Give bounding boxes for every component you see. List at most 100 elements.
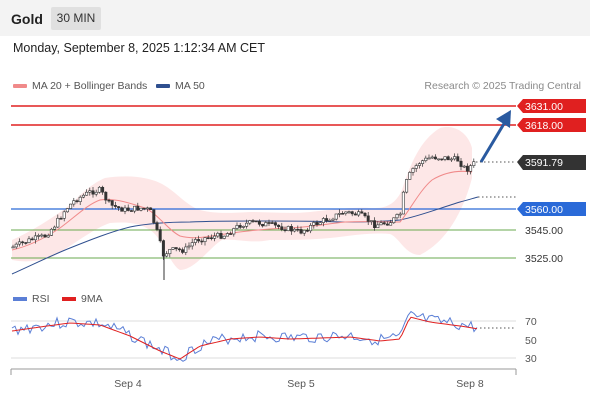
candle-body	[184, 246, 188, 253]
candle-body	[408, 172, 412, 180]
tag-pivot: 3560.00	[517, 202, 586, 216]
ma20-line	[11, 170, 473, 251]
candle-body	[459, 160, 463, 167]
candle-body	[190, 242, 194, 247]
candle-body	[203, 237, 207, 242]
candle-body	[238, 225, 242, 228]
candle-body	[337, 213, 341, 215]
support1-label: 3545.00	[525, 225, 563, 237]
candle-body	[264, 222, 268, 227]
candle-body	[81, 194, 85, 198]
candle-body	[72, 200, 76, 205]
candle-body	[427, 157, 431, 160]
candle-body	[389, 222, 393, 226]
candle-body	[382, 222, 386, 225]
rsi-line	[11, 310, 478, 362]
candle-body	[37, 235, 41, 237]
candle-body	[152, 209, 156, 223]
candle-body	[126, 207, 130, 211]
candle-body	[197, 239, 201, 242]
candle-body	[120, 207, 124, 212]
candle-body	[366, 215, 370, 222]
candle-body	[401, 191, 405, 215]
candle-body	[405, 179, 409, 193]
candlesticks	[11, 153, 476, 280]
candle-body	[248, 220, 252, 224]
rsi-label: RSI	[32, 293, 50, 305]
candle-body	[59, 217, 63, 220]
candle-body	[107, 199, 111, 202]
candle-body	[267, 222, 271, 224]
candle-body	[456, 156, 460, 162]
candle-body	[24, 242, 28, 244]
candle-body	[17, 241, 21, 245]
candle-body	[97, 186, 101, 193]
candle-body	[69, 203, 73, 209]
candle-body	[421, 160, 425, 164]
candle-body	[88, 190, 92, 193]
candle-body	[318, 222, 322, 225]
candle-body	[430, 156, 434, 159]
candle-body	[296, 228, 300, 231]
candle-body	[357, 211, 361, 216]
candle-body	[30, 238, 34, 241]
candle-body	[14, 243, 18, 248]
x-label-sep5: Sep 5	[287, 378, 315, 390]
timeframe-button[interactable]: 30 MIN	[51, 7, 101, 30]
candle-body	[33, 235, 37, 241]
candle-body	[315, 222, 319, 225]
candle-body	[286, 226, 290, 231]
candle-body	[213, 235, 217, 239]
candle-body	[440, 158, 444, 161]
ma20-swatch	[13, 84, 27, 88]
candle-body	[225, 233, 229, 237]
candle-body	[469, 165, 473, 172]
candle-body	[49, 228, 53, 236]
tag-resistance1: 3618.00	[517, 118, 586, 132]
candle-body	[245, 222, 249, 227]
candle-body	[129, 210, 133, 212]
legend-ma50: MA 50	[156, 80, 205, 92]
candle-body	[325, 218, 329, 222]
candle-body	[347, 211, 351, 213]
candle-body	[216, 232, 220, 237]
candle-body	[257, 220, 261, 225]
candle-body	[398, 213, 402, 216]
candle-body	[376, 224, 380, 229]
candle-body	[11, 246, 15, 249]
candle-body	[161, 240, 165, 257]
candle-body	[449, 158, 453, 161]
candle-body	[328, 219, 332, 222]
candle-body	[123, 207, 127, 212]
9ma-swatch	[62, 297, 76, 301]
candle-body	[222, 235, 226, 239]
projection-arrow-head	[496, 110, 511, 128]
candle-body	[241, 226, 245, 228]
ma20-label: MA 20 + Bollinger Bands	[32, 80, 148, 92]
resistance1-label: 3618.00	[525, 120, 563, 132]
x-label-sep4: Sep 4	[114, 378, 142, 390]
candle-body	[168, 248, 172, 255]
research-credit: Research © 2025 Trading Central	[424, 80, 581, 92]
candle-body	[309, 225, 313, 232]
candle-body	[373, 220, 377, 229]
candle-body	[270, 222, 274, 224]
candle-body	[424, 157, 428, 162]
candle-body	[53, 226, 57, 230]
candle-body	[331, 218, 335, 221]
candle-body	[273, 222, 277, 226]
candle-body	[139, 207, 143, 211]
candle-body	[363, 212, 367, 217]
legend-9ma: 9MA	[62, 293, 103, 305]
candle-body	[462, 165, 466, 168]
bollinger-band-area	[12, 127, 472, 270]
instrument-name: Gold	[11, 11, 43, 27]
candle-body	[305, 229, 309, 232]
candle-body	[293, 228, 297, 232]
candle-body	[232, 228, 236, 235]
candle-body	[280, 226, 284, 230]
candle-body	[91, 190, 95, 195]
chart-datetime: Monday, September 8, 2025 1:12:34 AM CET	[13, 41, 265, 55]
candle-body	[174, 247, 178, 250]
